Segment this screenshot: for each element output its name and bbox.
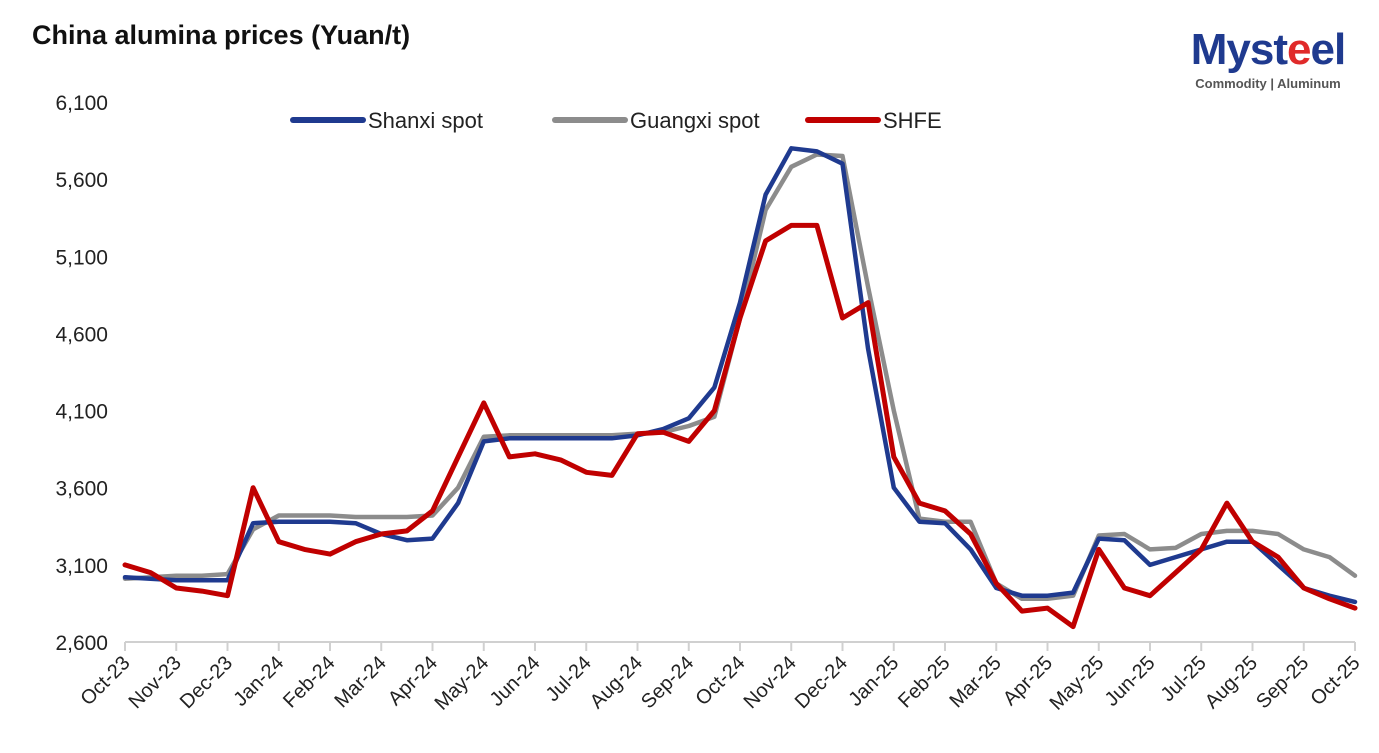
legend-item-guangxi-spot: Guangxi spot (552, 108, 760, 133)
x-tick-label: Sep-24 (637, 652, 698, 713)
y-axis: 6,100 5,600 5,100 4,600 4,100 3,600 3,100 2,600 (55, 92, 108, 655)
x-tick-label: Nov-23 (125, 652, 186, 713)
y-tick-label: 5,600 (55, 169, 108, 192)
x-tick-label: Feb-25 (894, 652, 954, 712)
x-axis: Oct-23Nov-23Dec-23Jan-24Feb-24Mar-24Apr-… (77, 641, 1365, 715)
logo-text-accent: e (1287, 25, 1312, 74)
x-tick-label: May-25 (1046, 652, 1109, 715)
x-tick-label: Oct-25 (1307, 652, 1365, 710)
series-line-guangxi-spot (122, 152, 1358, 602)
logo-text-2: el (1310, 25, 1347, 74)
x-tick-label: Oct-23 (77, 652, 135, 710)
y-tick-label: 4,600 (55, 323, 108, 346)
x-tick-label: Dec-23 (176, 652, 237, 713)
series-lines (122, 146, 1358, 630)
logo-text-1: Myst (1190, 25, 1288, 74)
legend-item-shfe: SHFE (805, 108, 942, 133)
x-tick-label: Mar-24 (330, 652, 390, 712)
x-tick-label: Feb-24 (279, 652, 339, 712)
x-tick-label: Jan-24 (229, 652, 288, 711)
chart-title: China alumina prices (Yuan/t) (32, 20, 411, 50)
legend-label: Shanxi spot (368, 108, 483, 133)
y-tick-label: 3,600 (55, 478, 108, 501)
x-tick-label: Jun-24 (486, 652, 545, 711)
x-tick-label: May-24 (431, 652, 494, 715)
legend-item-shanxi-spot: Shanxi spot (290, 108, 483, 133)
y-tick-label: 3,100 (55, 555, 108, 578)
logo-subtitle: Commodity | Aluminum (1195, 76, 1341, 91)
x-tick-label: Mar-25 (945, 652, 1005, 712)
x-tick-label: Jan-25 (844, 652, 903, 711)
legend-label: Guangxi spot (630, 108, 760, 133)
y-tick-label: 5,100 (55, 246, 108, 269)
y-tick-label: 4,100 (55, 401, 108, 424)
x-tick-label: Sep-25 (1252, 652, 1313, 713)
y-tick-label: 2,600 (55, 632, 108, 655)
logo-wordmark: Mysteel (1168, 28, 1368, 72)
x-tick-label: Nov-24 (740, 652, 801, 713)
x-tick-label: Aug-25 (1201, 652, 1262, 713)
y-tick-label: 6,100 (55, 92, 108, 115)
x-tick-label: Aug-24 (586, 652, 647, 713)
x-tick-label: Jun-25 (1101, 652, 1160, 711)
mysteel-logo: Mysteel Commodity | Aluminum (1168, 28, 1368, 92)
legend-label: SHFE (883, 108, 942, 133)
x-tick-label: Dec-24 (791, 652, 852, 713)
series-line-shanxi-spot (122, 146, 1358, 605)
legend: Shanxi spot Guangxi spot SHFE (290, 108, 942, 133)
series-line-shfe (122, 222, 1358, 630)
x-tick-label: Oct-24 (692, 652, 750, 710)
